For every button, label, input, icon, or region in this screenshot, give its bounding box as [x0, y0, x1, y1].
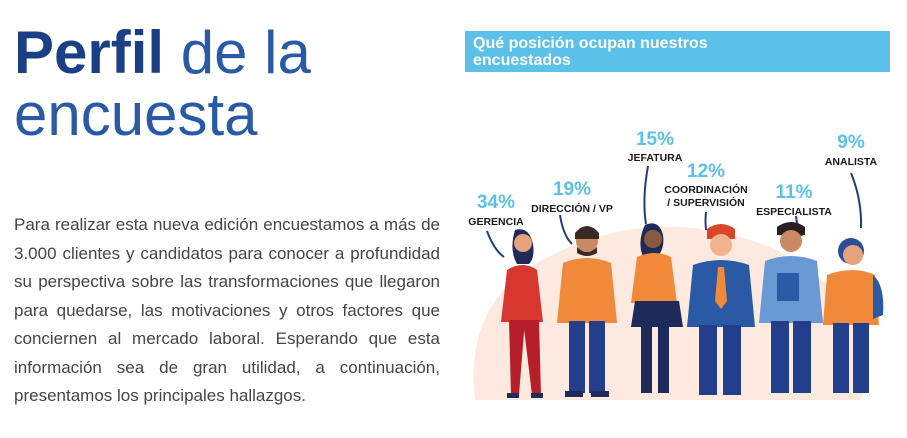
stat-especialista: 11% ESPECIALISTA: [752, 183, 836, 219]
stat-direccion: 19% DIRECCIÓN / VP: [526, 180, 618, 216]
stat-label: ANALISTA: [824, 156, 878, 168]
stat-percent: 34%: [476, 192, 516, 213]
pointer-gerencia: [486, 230, 505, 258]
stat-percent: 11%: [775, 182, 813, 203]
stat-percent: 15%: [635, 129, 675, 150]
stat-percent: 12%: [686, 161, 726, 182]
stat-label: JEFATURA: [627, 152, 683, 164]
pointer-direccion: [559, 214, 573, 245]
stat-label: DIRECCIÓN / VP: [531, 203, 613, 215]
stat-label: ESPECIALISTA: [756, 206, 832, 218]
intro-paragraph: Para realizar esta nueva edición encuest…: [14, 215, 440, 405]
title-line-1: Perfil de la: [14, 22, 311, 84]
stat-percent: 19%: [552, 179, 592, 200]
title-line-2: encuesta: [14, 81, 258, 148]
title-bold: Perfil: [14, 19, 165, 86]
stat-coordinacion: 12% COORDINACIÓN / SUPERVISIÓN: [656, 162, 756, 210]
pointer-jefatura: [643, 165, 649, 225]
stat-percent: 9%: [837, 132, 865, 153]
banner-line-1: Qué posición ocupan nuestros: [473, 35, 708, 52]
person-direccion: [557, 226, 617, 397]
person-analista: [823, 238, 884, 393]
stat-gerencia: 34% GERENCIA: [458, 193, 534, 229]
person-jefatura: [631, 223, 683, 393]
title-light-1: de la: [164, 19, 311, 86]
pointer-analista: [850, 172, 863, 229]
stat-jefatura: 15% JEFATURA: [618, 130, 692, 165]
section-banner: Qué posición ocupan nuestros encuestados: [465, 31, 890, 72]
person-especialista: [759, 222, 823, 393]
stat-label-line-1: COORDINACIÓN: [664, 184, 748, 196]
stat-label-line-2: / SUPERVISIÓN: [667, 197, 745, 209]
person-gerencia: [501, 229, 543, 398]
people-illustration: [473, 222, 884, 400]
stat-label: GERENCIA: [468, 216, 524, 228]
page-title: Perfil de la encuesta: [14, 22, 311, 146]
stat-analista: 9% ANALISTA: [818, 133, 884, 169]
banner-line-2: encuestados: [473, 52, 571, 69]
person-coordinacion: [687, 224, 755, 395]
